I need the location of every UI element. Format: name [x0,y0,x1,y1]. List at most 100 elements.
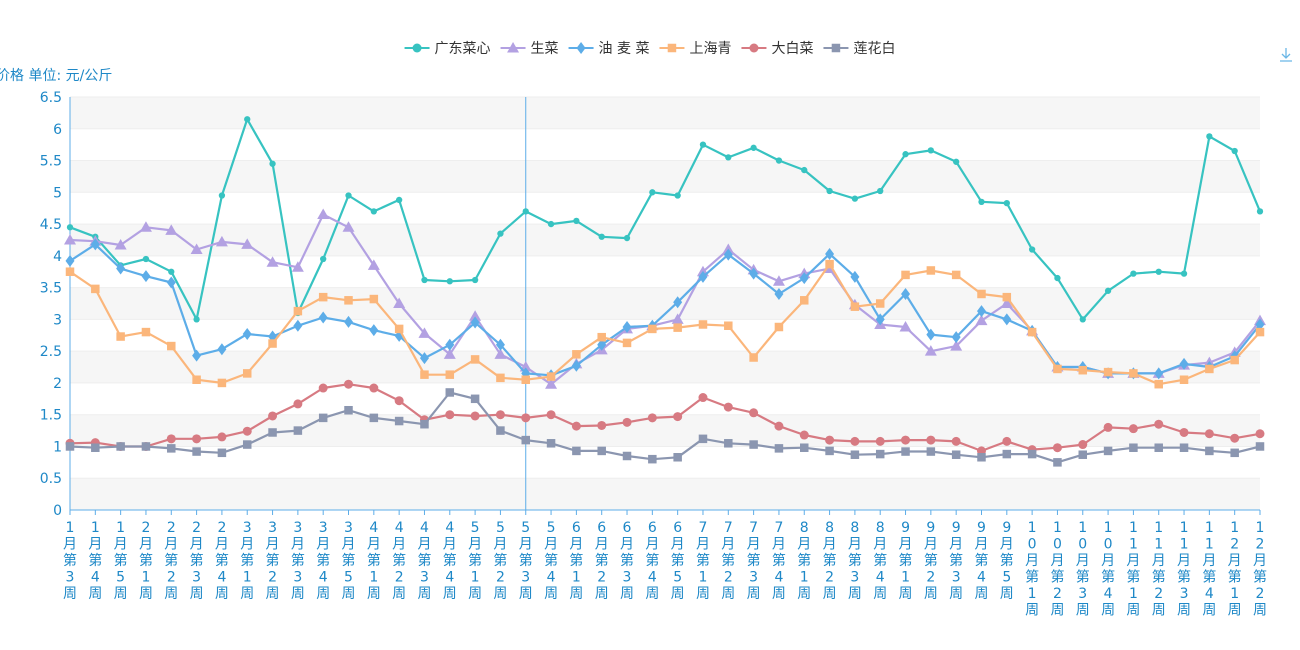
data-point [774,322,784,332]
data-point [291,261,304,272]
data-point [1180,270,1188,277]
x-tick-label: 8 月第 4 周 [873,520,887,602]
data-point [142,255,150,263]
data-point [1078,440,1088,450]
data-point [825,259,834,269]
data-point [369,294,379,304]
data-point [850,270,860,283]
data-point [139,221,152,232]
data-point [497,230,504,237]
data-point [1103,446,1113,456]
x-tick-label: 7 月第 1 周 [696,520,710,602]
legend-item-4[interactable]: 上海青 [659,41,731,57]
y-tick-label: 5 [53,185,62,201]
data-point [573,217,580,225]
data-point [1255,327,1265,337]
data-point [242,440,252,449]
data-point [671,313,684,324]
download-icon[interactable] [1280,48,1292,62]
data-point [394,324,404,334]
x-tick-label: 5 月第 2 周 [493,520,507,602]
data-point [244,116,251,123]
series-6 [65,388,1265,467]
legend-item-6[interactable]: 莲花白 [823,41,895,57]
data-point [597,332,606,342]
data-point [598,233,605,240]
data-point [673,453,682,462]
data-point [951,450,961,459]
legend-item-3[interactable]: 油 麦 菜 [568,41,650,57]
x-tick-label: 3 月第 2 周 [266,520,280,602]
x-tick-label: 3 月第 5 周 [342,520,356,602]
data-point [521,375,530,384]
data-point [977,453,986,462]
data-point [165,224,178,235]
data-point [571,421,581,431]
data-point [344,315,354,328]
y-tick-label: 3 [53,312,62,328]
data-point [546,439,556,448]
x-tick-label: 7 月第 4 周 [772,520,786,602]
data-point [470,411,480,421]
data-point [190,243,203,254]
legend-item-2[interactable]: 生菜 [500,41,559,57]
data-point [1000,297,1013,308]
data-point [1103,422,1113,432]
data-point [521,413,531,423]
data-point [597,446,606,456]
data-point [775,157,783,164]
data-point [977,289,986,299]
x-tick-label: 9 月第 2 周 [924,520,938,602]
data-point [66,224,74,231]
data-point [875,313,885,326]
data-point [927,147,935,154]
y-tick-label: 0.5 [40,471,62,487]
legend-symbol-icon [667,43,677,53]
data-point [648,454,657,464]
data-point [623,234,631,242]
x-tick-label: 4 月第 2 周 [392,520,406,602]
data-point [1231,147,1238,155]
data-point [1179,443,1189,452]
data-point [369,413,379,423]
data-point [825,446,834,456]
data-point [698,320,708,329]
data-point [418,327,431,338]
data-point [166,276,176,289]
data-point [723,402,733,412]
data-point [293,306,303,316]
data-point [875,449,885,459]
data-point [242,426,252,436]
data-point [902,151,909,158]
data-point [471,276,479,284]
x-tick-label: 2 月第 4 周 [215,520,229,602]
data-point [266,256,279,267]
x-tick-label: 7 月第 3 周 [747,520,761,602]
data-point [369,324,379,337]
data-point [1179,357,1189,370]
series-1 [66,116,1264,323]
data-point [445,338,455,351]
legend: 广东菜心 生菜 油 麦 菜 上海青 大白菜 莲花白 [404,41,895,57]
legend-item-5[interactable]: 大白菜 [741,41,813,57]
data-point [597,420,607,430]
data-point [192,349,202,362]
data-point [242,327,252,340]
x-tick-label: 6 月第 1 周 [569,520,583,602]
data-point [1129,369,1138,378]
y-tick-label: 6.5 [40,90,62,106]
x-tick-label: 4 月第 3 周 [417,520,431,602]
data-point [572,446,581,456]
x-tick-label: 1 1 月第 4 周 [1202,520,1216,619]
legend-item-1[interactable]: 广东菜心 [404,41,491,57]
data-point [344,379,354,389]
y-tick-label: 2 [53,376,62,392]
data-point [116,262,126,275]
data-point [342,221,355,232]
data-point [698,270,708,283]
data-point [1002,436,1012,446]
data-point [1205,446,1214,456]
data-point [141,270,151,283]
data-point [725,154,732,161]
data-point [320,255,327,263]
